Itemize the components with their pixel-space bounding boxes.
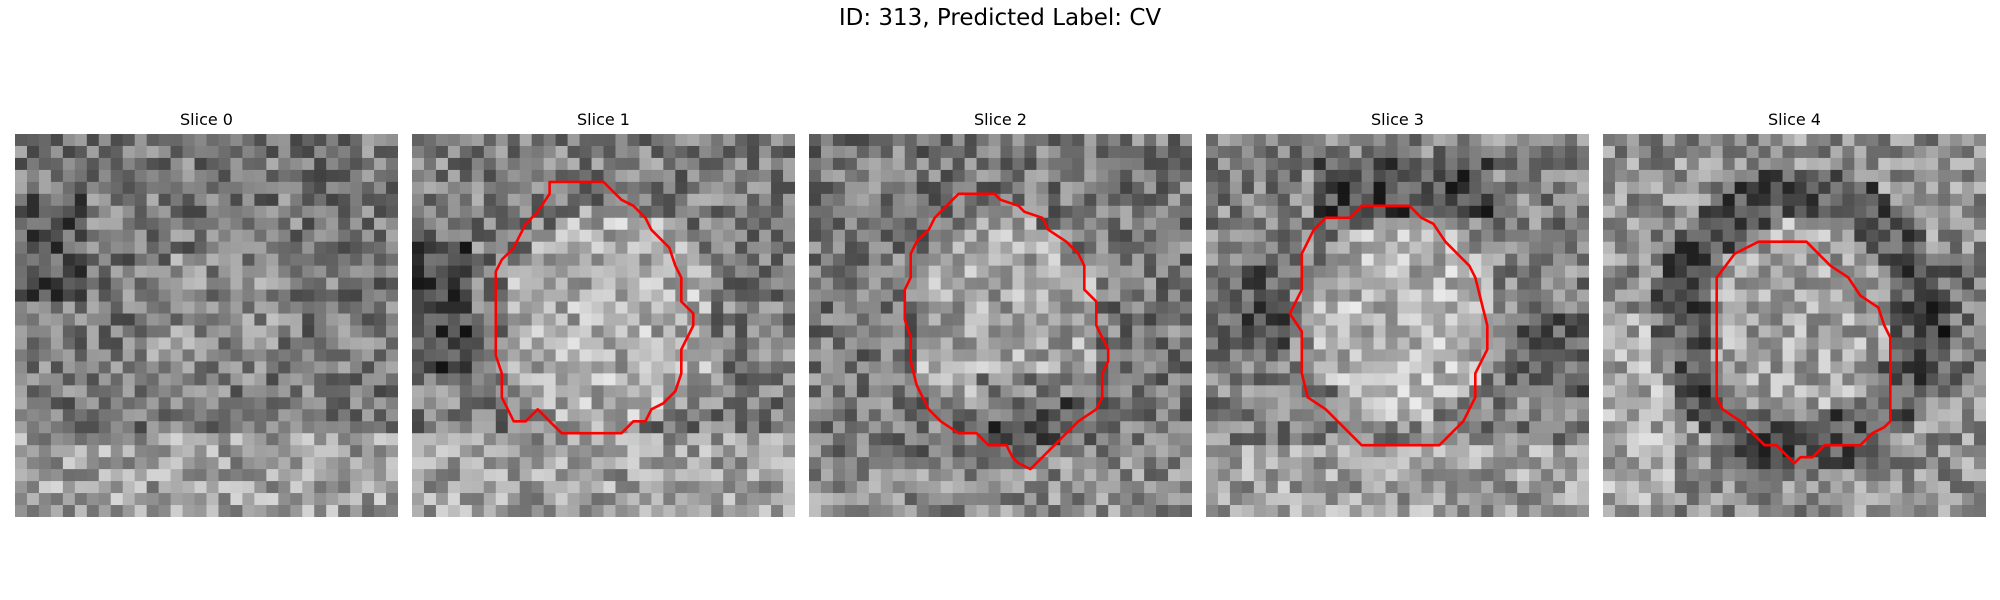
pixel-grid: [412, 134, 795, 517]
pixel-grid: [809, 134, 1192, 517]
pixel-grid: [1603, 134, 1986, 517]
slice-4-title: Slice 4: [1768, 110, 1821, 129]
slice-4-image: [1603, 134, 1986, 517]
slice-3-title: Slice 3: [1371, 110, 1424, 129]
slice-0-image: [15, 134, 398, 517]
slice-1-title: Slice 1: [577, 110, 630, 129]
segmentation-contour: [494, 180, 695, 435]
slice-0-title: Slice 0: [180, 110, 233, 129]
figure-title: ID: 313, Predicted Label: CV: [838, 5, 1162, 31]
slice-2-title: Slice 2: [974, 110, 1027, 129]
pixel-grid: [1206, 134, 1589, 517]
slice-3-image: [1206, 134, 1589, 517]
slice-2-image: [809, 134, 1192, 517]
slice-1-image: [412, 134, 795, 517]
segmentation-contour: [903, 192, 1110, 471]
segmentation-contour: [1715, 240, 1892, 465]
pixel-grid: [15, 134, 398, 517]
segmentation-contour: [1288, 204, 1489, 447]
